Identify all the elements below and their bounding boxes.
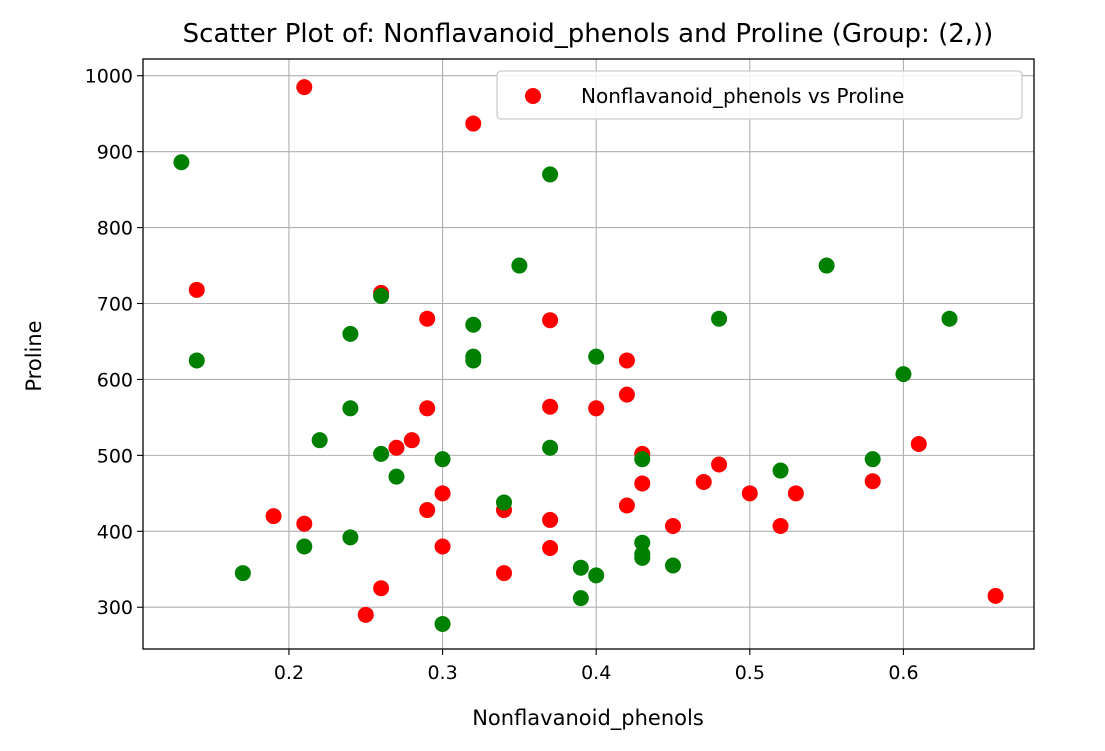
data-point-red — [987, 587, 1004, 604]
y-tick-label: 400 — [97, 521, 133, 543]
legend-marker — [525, 88, 541, 104]
plot-frame — [142, 58, 1035, 650]
data-point-red — [695, 473, 712, 490]
data-point-red — [388, 439, 405, 456]
data-point-green — [895, 366, 912, 383]
data-point-red — [787, 485, 804, 502]
data-point-red — [711, 456, 728, 473]
data-point-red — [373, 580, 390, 597]
data-point-red — [188, 281, 205, 298]
data-point-green — [465, 352, 482, 369]
data-point-green — [373, 445, 390, 462]
y-tick-label: 1000 — [85, 66, 133, 88]
data-point-red — [496, 565, 513, 582]
x-tick-label: 0.2 — [274, 662, 304, 684]
chart-title: Scatter Plot of: Nonflavanoid_phenols an… — [183, 19, 994, 49]
data-point-red — [465, 115, 482, 132]
y-tick-label: 600 — [97, 369, 133, 391]
data-point-red — [772, 517, 789, 534]
y-tick-label: 900 — [97, 142, 133, 164]
data-point-red — [634, 475, 651, 492]
data-point-red — [864, 473, 881, 490]
y-tick-label: 800 — [97, 218, 133, 240]
data-point-green — [173, 154, 190, 171]
data-point-red — [618, 497, 635, 514]
data-point-red — [296, 515, 313, 532]
data-point-green — [634, 549, 651, 566]
data-point-green — [388, 468, 405, 485]
x-tick-label: 0.3 — [427, 662, 457, 684]
data-points — [173, 79, 1004, 632]
data-point-red — [419, 310, 436, 327]
data-point-red — [434, 485, 451, 502]
y-tick-label: 700 — [97, 294, 133, 316]
data-point-red — [296, 79, 313, 96]
data-point-green — [342, 325, 359, 342]
data-point-green — [634, 451, 651, 468]
data-point-green — [373, 287, 390, 304]
data-point-green — [588, 567, 605, 584]
legend-entry-label: Nonflavanoid_phenols vs Proline — [581, 84, 904, 108]
data-point-green — [634, 534, 651, 551]
y-tick-label: 300 — [97, 597, 133, 619]
data-point-red — [588, 400, 605, 417]
data-point-green — [234, 565, 251, 582]
data-point-red — [434, 538, 451, 555]
data-point-green — [864, 451, 881, 468]
data-point-red — [403, 432, 420, 449]
data-point-red — [265, 508, 282, 525]
legend: Nonflavanoid_phenols vs Proline — [496, 70, 1023, 120]
data-point-green — [818, 257, 835, 274]
legend-box — [496, 70, 1023, 120]
data-point-green — [542, 166, 559, 183]
data-point-green — [772, 462, 789, 479]
data-point-green — [941, 310, 958, 327]
data-point-red — [542, 540, 559, 557]
grid — [143, 59, 1034, 649]
data-point-green — [588, 348, 605, 365]
data-point-red — [542, 511, 559, 528]
x-axis-label: Nonflavanoid_phenols — [472, 706, 704, 731]
data-point-red — [357, 606, 374, 623]
x-tick-label: 0.6 — [888, 662, 918, 684]
axis-ticks: 0.2 0.3 0.4 0.5 0.6 300 400 500 600 700 800 900 1000 — [85, 66, 919, 684]
data-point-red — [618, 352, 635, 369]
data-point-green — [664, 557, 681, 574]
data-point-green — [342, 529, 359, 546]
data-point-green — [496, 494, 513, 511]
y-tick-label: 500 — [97, 445, 133, 467]
data-point-green — [434, 451, 451, 468]
data-point-red — [542, 312, 559, 329]
data-point-red — [910, 435, 927, 452]
data-point-red — [419, 400, 436, 417]
data-point-red — [741, 485, 758, 502]
x-tick-label: 0.5 — [735, 662, 765, 684]
data-point-red — [542, 398, 559, 415]
data-point-green — [311, 432, 328, 449]
data-point-green — [188, 352, 205, 369]
y-axis-label: Proline — [22, 320, 46, 391]
data-point-green — [511, 257, 528, 274]
data-point-red — [419, 502, 436, 519]
data-point-green — [542, 439, 559, 456]
data-point-green — [572, 590, 589, 607]
x-tick-label: 0.4 — [581, 662, 611, 684]
data-point-green — [434, 615, 451, 632]
data-point-red — [618, 386, 635, 403]
data-point-red — [664, 517, 681, 534]
data-point-green — [711, 310, 728, 327]
data-point-green — [572, 559, 589, 576]
data-point-green — [296, 538, 313, 555]
data-point-green — [342, 400, 359, 417]
data-point-green — [465, 316, 482, 333]
